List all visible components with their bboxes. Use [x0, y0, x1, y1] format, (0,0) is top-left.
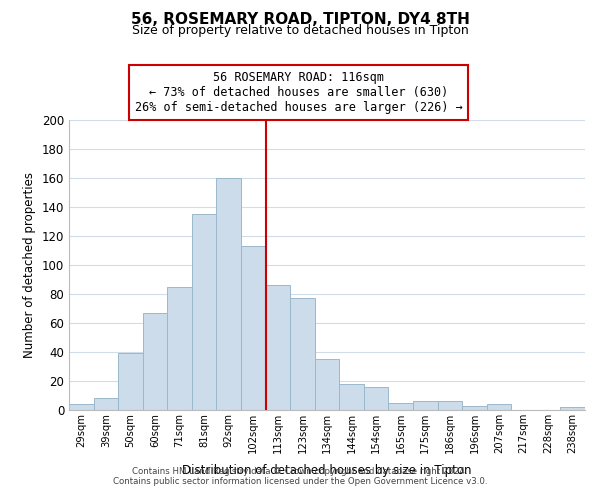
Bar [388, 403, 413, 410]
Bar [462, 406, 487, 410]
Bar [192, 214, 217, 410]
Bar [217, 178, 241, 410]
Bar [69, 404, 94, 410]
Text: 56 ROSEMARY ROAD: 116sqm
← 73% of detached houses are smaller (630)
26% of semi-: 56 ROSEMARY ROAD: 116sqm ← 73% of detach… [135, 71, 463, 114]
Bar [167, 287, 192, 410]
X-axis label: Distribution of detached houses by size in Tipton: Distribution of detached houses by size … [182, 464, 472, 477]
Bar [339, 384, 364, 410]
Text: Contains HM Land Registry data © Crown copyright and database right 2024.: Contains HM Land Registry data © Crown c… [132, 467, 468, 476]
Y-axis label: Number of detached properties: Number of detached properties [23, 172, 36, 358]
Bar [437, 402, 462, 410]
Bar [487, 404, 511, 410]
Text: Size of property relative to detached houses in Tipton: Size of property relative to detached ho… [131, 24, 469, 37]
Bar [364, 387, 388, 410]
Bar [413, 402, 437, 410]
Bar [290, 298, 315, 410]
Bar [143, 313, 167, 410]
Bar [315, 359, 339, 410]
Bar [560, 407, 585, 410]
Text: 56, ROSEMARY ROAD, TIPTON, DY4 8TH: 56, ROSEMARY ROAD, TIPTON, DY4 8TH [131, 12, 469, 28]
Text: Contains public sector information licensed under the Open Government Licence v3: Contains public sector information licen… [113, 477, 487, 486]
Bar [266, 286, 290, 410]
Bar [241, 246, 266, 410]
Bar [118, 354, 143, 410]
Bar [94, 398, 118, 410]
